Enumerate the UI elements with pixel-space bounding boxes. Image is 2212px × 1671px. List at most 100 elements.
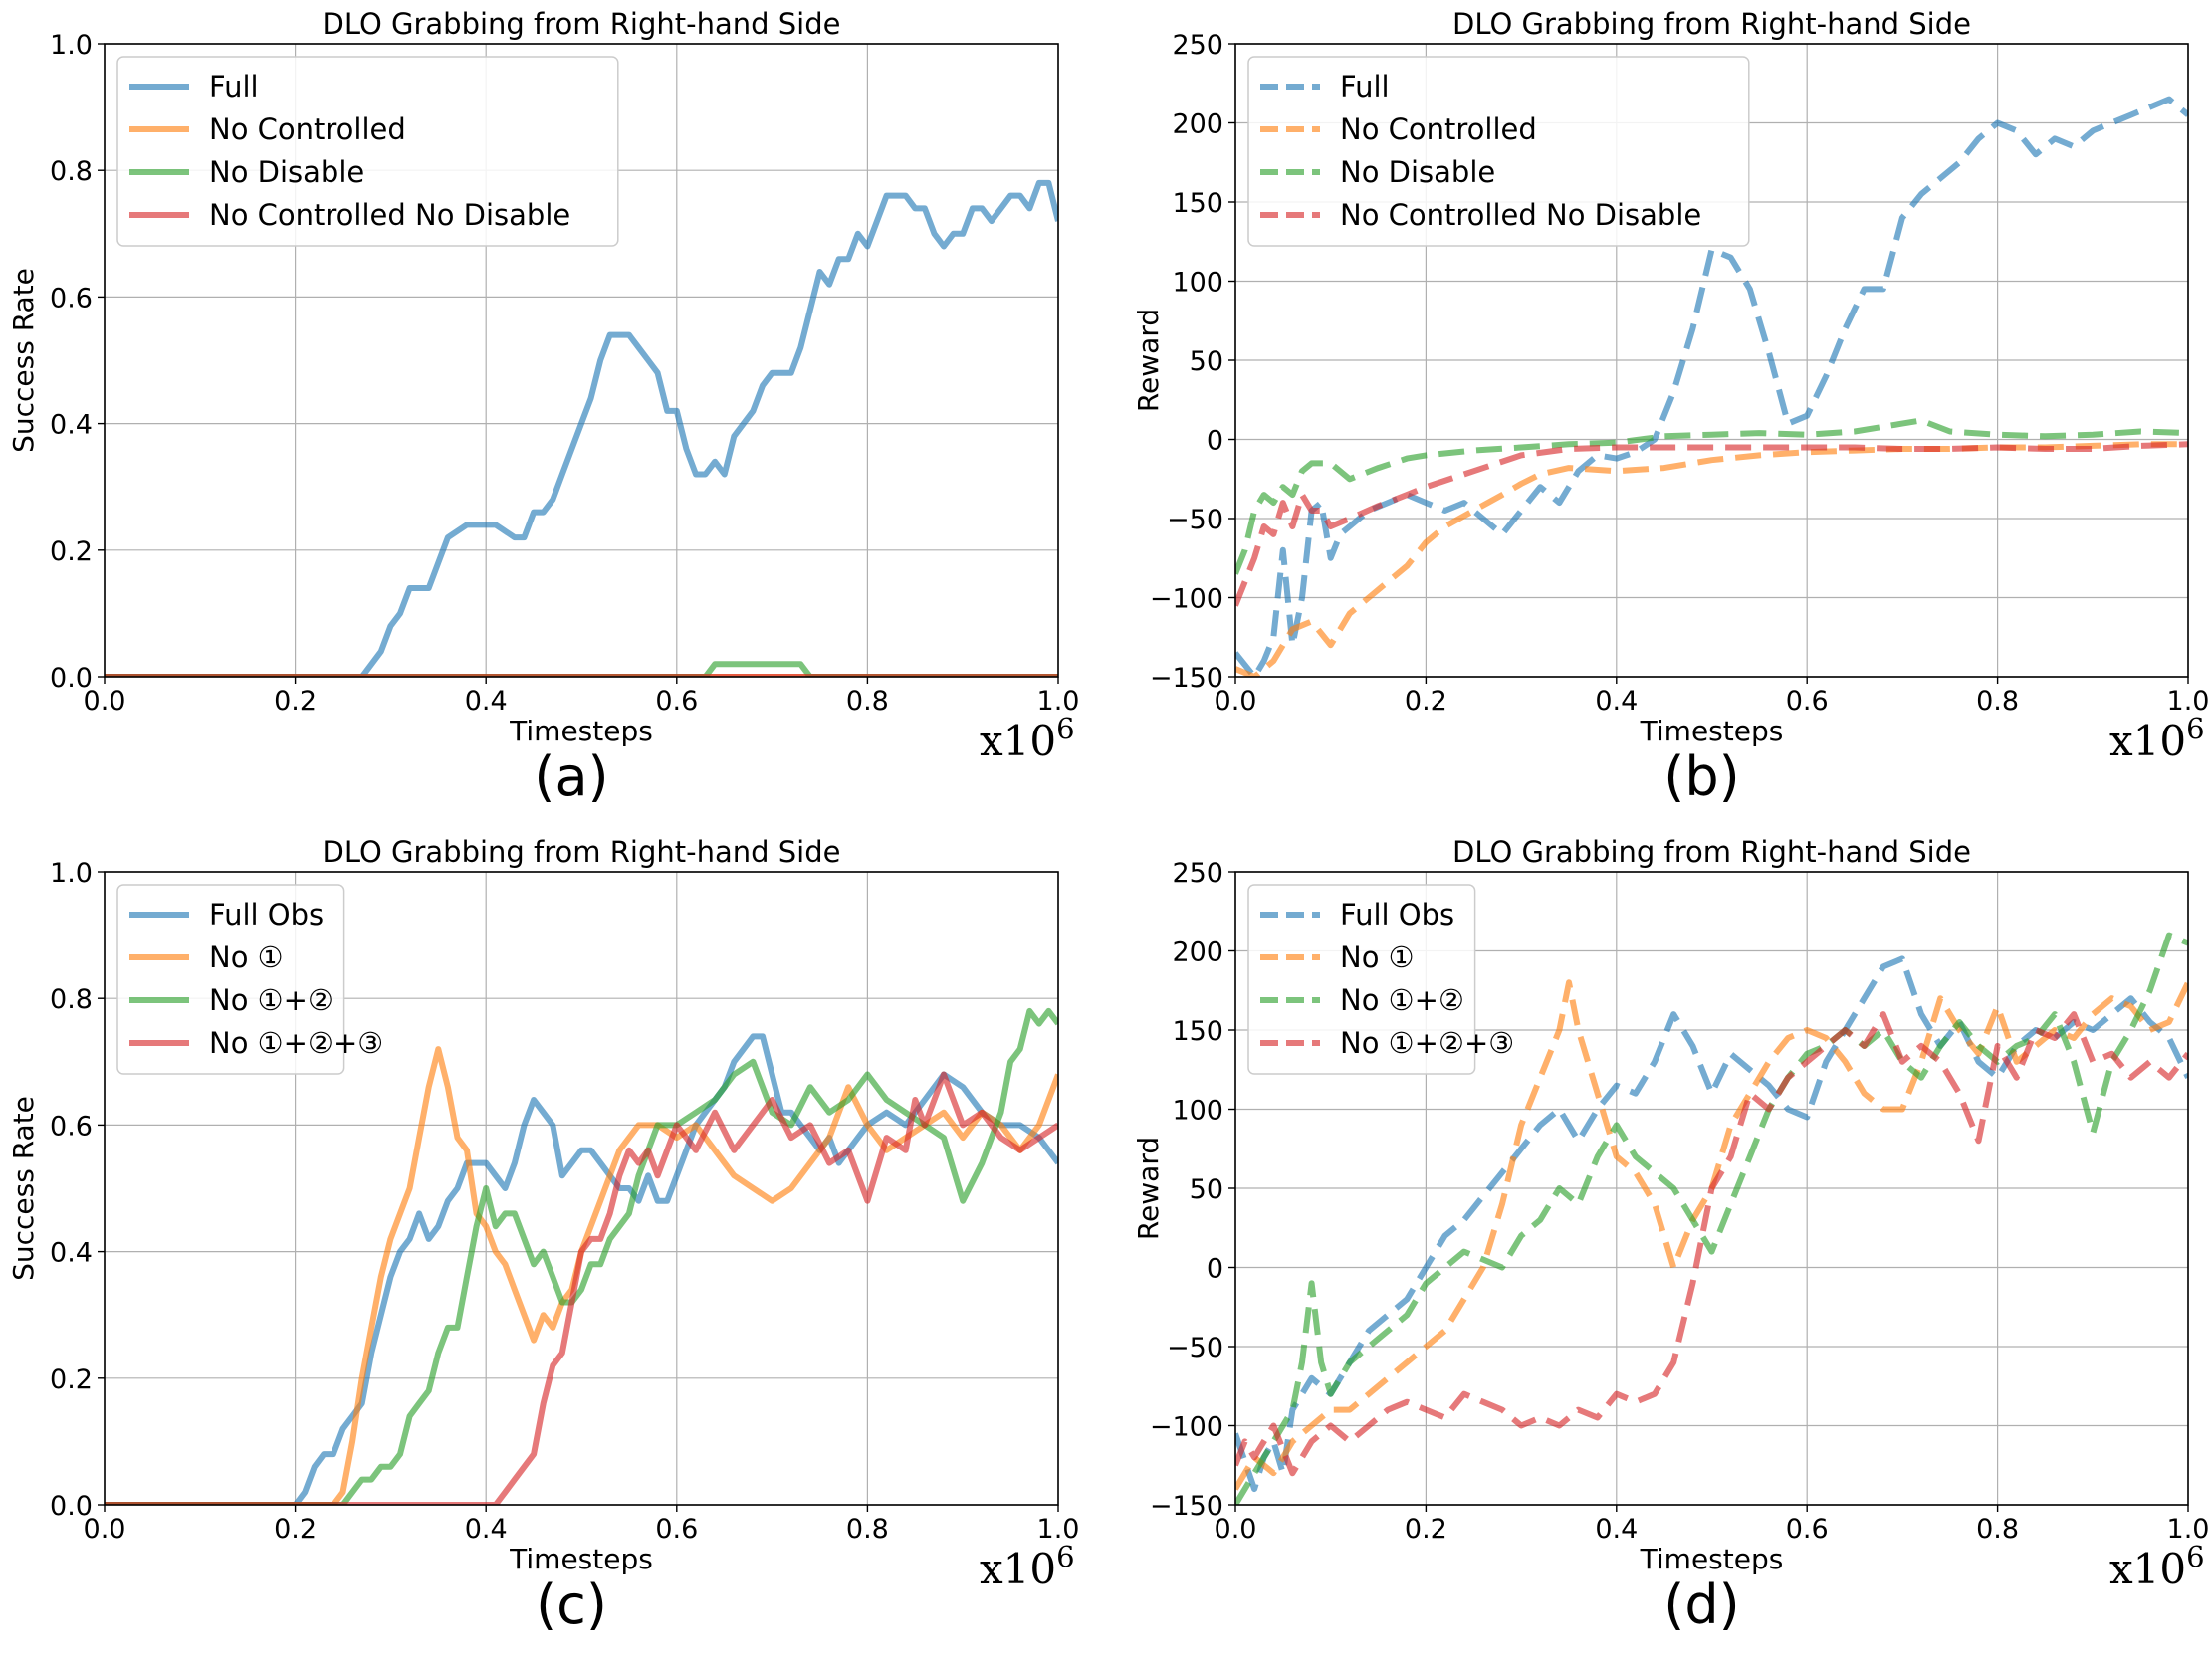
axes-frame [104, 871, 1059, 1506]
legend: Full Obs No ① No ①+② No ①+②+③ [1247, 884, 1514, 1075]
y-tick-label: −50 [1167, 1333, 1223, 1363]
legend-label: No Controlled No Disable [209, 198, 570, 232]
x-tick-label: 0.6 [655, 1514, 698, 1545]
series-line-no [105, 1071, 1058, 1505]
chart-panel-b: 0.0 0.2 0.4 0.6 0.8 1.0 −150 −100 −50 0 50 100 150 20… [1132, 7, 2209, 808]
y-tick-label: 250 [1172, 30, 1223, 61]
legend-label: No ① [1340, 940, 1415, 974]
chart-title: DLO Grabbing from Right-hand Side [1452, 7, 1971, 41]
x-tick-label: 0.8 [1976, 686, 2019, 717]
series-line-no-disable [105, 661, 1058, 677]
series-line-no [1235, 1011, 2188, 1477]
legend-label: No Controlled No Disable [1340, 198, 1701, 232]
subfigure-label: (c) [536, 1573, 607, 1636]
y-tick-label: 1.0 [50, 30, 93, 61]
x-tick-label: 0.4 [465, 1514, 508, 1545]
y-tick-label: 50 [1190, 346, 1223, 377]
x-tick-label: 0.4 [465, 686, 508, 717]
x-multiplier-exponent: 6 [1056, 712, 1074, 745]
x-axis-label: Timesteps [509, 715, 653, 747]
series-line-no [105, 1007, 1058, 1505]
y-tick-label: 0 [1207, 1254, 1223, 1285]
series-line-full [105, 179, 1058, 677]
legend-label: No ①+② [1340, 983, 1464, 1017]
legend-box [116, 884, 345, 1075]
legend-label: No Disable [209, 155, 364, 189]
chart-title: DLO Grabbing from Right-hand Side [323, 835, 841, 869]
y-tick-label: 0 [1207, 426, 1223, 457]
y-tick-label: 200 [1172, 109, 1223, 140]
y-tick-label: 0.4 [50, 1238, 93, 1269]
y-tick-label: 150 [1172, 1016, 1223, 1047]
x-tick-label: 0.6 [1786, 1514, 1829, 1545]
x-axis-label: Timesteps [1640, 715, 1784, 747]
x-tick-label: 1.0 [1037, 1514, 1080, 1545]
x-tick-label: 0.6 [655, 686, 698, 717]
x-multiplier: x106 [980, 712, 1075, 765]
legend-label: No Controlled [1340, 112, 1537, 146]
x-multiplier-exponent: 6 [2186, 712, 2204, 745]
subfigure-label: (d) [1663, 1573, 1739, 1636]
y-tick-label: 100 [1172, 1096, 1223, 1127]
series-line-full [1235, 96, 2188, 677]
x-multiplier-base: x10 [2109, 717, 2186, 765]
y-tick-label: 50 [1190, 1174, 1223, 1205]
y-tick-label: 0.4 [50, 410, 93, 441]
y-axis-label: Reward [1132, 1137, 1165, 1240]
legend: Full No Controlled No Disable No Controlled… [1247, 56, 1750, 247]
legend-box [1247, 56, 1750, 247]
y-axis-label: Reward [1132, 309, 1165, 412]
x-tick-label: 1.0 [2167, 1514, 2210, 1545]
y-axis-label: Success Rate [7, 268, 40, 453]
chart-title: DLO Grabbing from Right-hand Side [323, 7, 841, 41]
x-tick-label: 0.0 [84, 1514, 126, 1545]
x-tick-label: 1.0 [1037, 686, 1080, 717]
chart-panel-c: 0.0 0.2 0.4 0.6 0.8 1.0 0.0 0.2 0.4 0.6 0.8 1.0 DLO … [7, 835, 1079, 1636]
y-tick-label: 250 [1172, 858, 1223, 889]
legend-label: Full [1340, 70, 1390, 104]
x-multiplier: x106 [2109, 1540, 2205, 1593]
x-multiplier-base: x10 [2109, 1545, 2186, 1593]
y-tick-label: 0.2 [50, 1364, 93, 1395]
x-multiplier-base: x10 [980, 717, 1056, 765]
y-tick-label: −150 [1150, 1491, 1223, 1522]
x-axis-label: Timesteps [1640, 1543, 1784, 1575]
y-tick-label: −100 [1150, 1412, 1223, 1443]
y-tick-label: 100 [1172, 268, 1223, 299]
x-tick-label: 0.0 [1215, 1514, 1257, 1545]
x-tick-label: 0.6 [1786, 686, 1829, 717]
axes-frame [104, 43, 1059, 678]
legend: Full No Controlled No Disable No Controlled… [116, 56, 619, 247]
x-multiplier-base: x10 [980, 1545, 1056, 1593]
x-tick-label: 0.0 [84, 686, 126, 717]
series-line-no [1235, 932, 2188, 1505]
x-tick-label: 1.0 [2167, 686, 2210, 717]
x-tick-label: 0.4 [1595, 686, 1638, 717]
y-tick-label: 200 [1172, 938, 1223, 968]
x-tick-label: 0.2 [1405, 1514, 1447, 1545]
x-tick-label: 0.0 [1215, 686, 1257, 717]
legend-box [1247, 884, 1476, 1075]
chart-panel-a: 0.0 0.2 0.4 0.6 0.8 1.0 0.0 0.2 0.4 0.6 0.8 1.0 DLO … [7, 7, 1079, 808]
legend-label: Full Obs [1340, 898, 1454, 932]
legend-label: No Disable [1340, 155, 1495, 189]
y-tick-label: 0.6 [50, 1111, 93, 1142]
series-line-no-disable [1235, 417, 2188, 575]
y-tick-label: 0.0 [50, 663, 93, 694]
legend: Full Obs No ① No ①+② No ①+②+③ [116, 884, 383, 1075]
legend-label: No Controlled [209, 112, 406, 146]
y-tick-label: −100 [1150, 584, 1223, 615]
y-tick-label: −50 [1167, 505, 1223, 535]
x-multiplier: x106 [980, 1540, 1075, 1593]
legend-label: No ①+②+③ [209, 1026, 383, 1060]
y-tick-label: 0.8 [50, 156, 93, 187]
chart-title: DLO Grabbing from Right-hand Side [1452, 835, 1971, 869]
y-tick-label: −150 [1150, 663, 1223, 694]
y-tick-label: 1.0 [50, 858, 93, 889]
y-tick-label: 150 [1172, 188, 1223, 219]
y-tick-label: 0.6 [50, 283, 93, 313]
x-tick-label: 0.8 [846, 1514, 889, 1545]
legend-label: No ① [209, 940, 284, 974]
x-tick-label: 0.8 [846, 686, 889, 717]
